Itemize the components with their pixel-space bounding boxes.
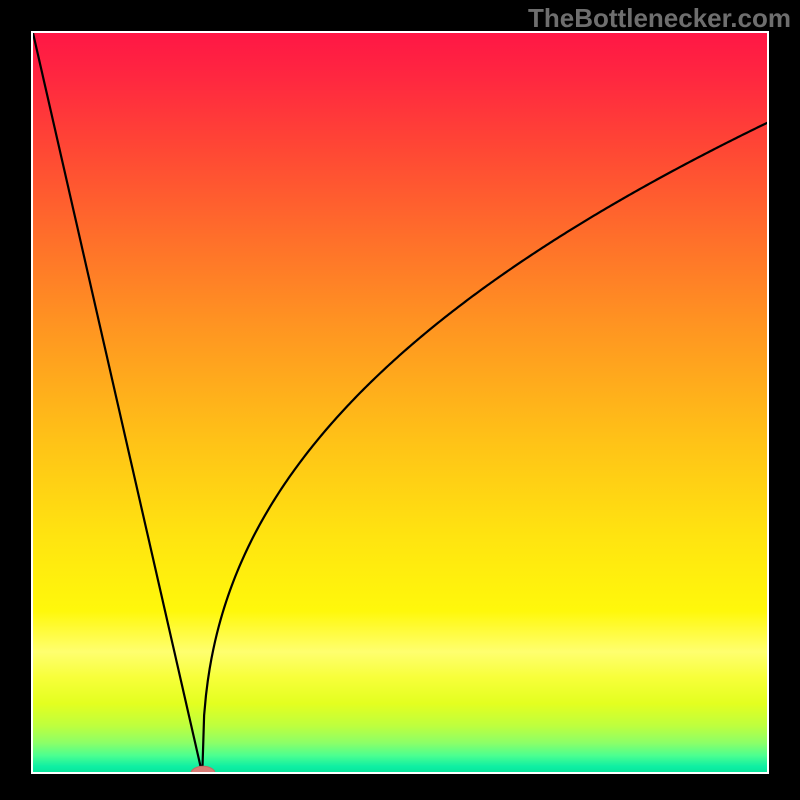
inner-border-left [31,31,33,774]
watermark-text: TheBottlenecker.com [528,3,791,34]
chart-container: TheBottlenecker.com [0,0,800,800]
frame-left [0,0,31,800]
frame-right [769,0,800,800]
gradient-background [33,33,769,774]
frame-bottom [0,774,800,800]
inner-border-right [767,31,769,774]
chart-svg [0,0,800,800]
inner-border-bottom [31,772,769,774]
